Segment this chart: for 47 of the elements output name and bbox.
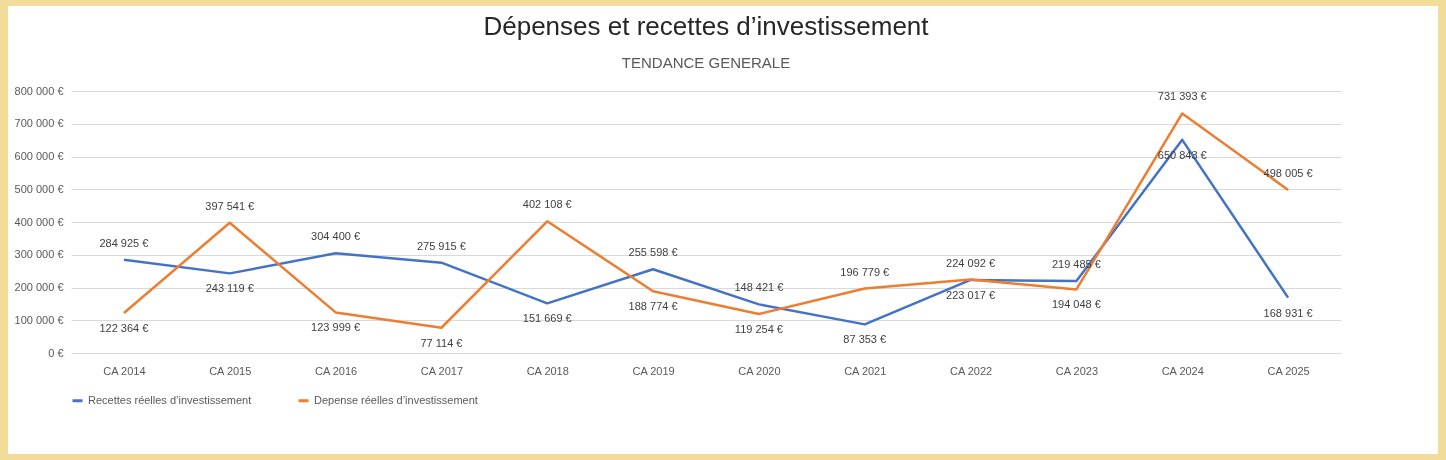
chart-title: Dépenses et recettes d’investissement	[483, 11, 930, 41]
y-tick-label: 600 000 €	[14, 150, 64, 162]
y-tick-label: 500 000 €	[14, 182, 64, 195]
data-label: 243 119 €	[205, 282, 254, 295]
x-tick-label: CA 2014	[103, 364, 146, 377]
y-tick-label: 700 000 €	[14, 117, 64, 130]
data-label: 255 598 €	[628, 246, 678, 259]
x-tick-label: CA 2022	[949, 364, 993, 377]
chart-subtitle: TENDANCE GENERALE	[621, 54, 791, 71]
x-tick-label: CA 2025	[1267, 364, 1310, 377]
x-tick-label: CA 2020	[738, 364, 781, 377]
data-label: 223 017 €	[946, 288, 996, 301]
y-tick-label: 0 €	[48, 346, 64, 359]
data-label: 304 400 €	[311, 230, 361, 243]
data-label: 498 005 €	[1263, 166, 1313, 179]
x-tick-label: CA 2021	[844, 364, 887, 377]
data-label: 275 915 €	[416, 239, 466, 252]
x-tick-label: CA 2023	[1055, 364, 1099, 377]
x-tick-label: CA 2024	[1161, 364, 1204, 377]
x-tick-label: CA 2018	[526, 364, 569, 377]
data-label: 87 353 €	[843, 333, 887, 346]
y-tick-label: 400 000 €	[14, 215, 64, 228]
data-label: 402 108 €	[522, 198, 572, 211]
x-tick-label: CA 2015	[209, 364, 252, 377]
data-label: 397 541 €	[205, 199, 255, 212]
y-tick-label: 100 000 €	[14, 313, 64, 326]
data-label: 77 114 €	[420, 336, 463, 349]
data-label: 224 092 €	[946, 256, 996, 269]
data-label: 284 925 €	[99, 236, 149, 249]
legend-label: Depense réelles d’investissement	[314, 393, 478, 406]
data-label: 119 254 €	[734, 322, 783, 335]
y-tick-label: 800 000 €	[14, 84, 64, 97]
data-label: 151 669 €	[522, 312, 572, 325]
data-label: 148 421 €	[734, 281, 784, 294]
data-label: 123 999 €	[311, 321, 361, 334]
data-label: 122 364 €	[99, 321, 149, 334]
data-label: 196 779 €	[840, 265, 890, 278]
x-tick-label: CA 2019	[632, 364, 675, 377]
legend-label: Recettes réelles d’investissement	[88, 393, 252, 406]
y-tick-label: 200 000 €	[14, 281, 64, 293]
x-tick-label: CA 2017	[420, 364, 464, 377]
data-label: 731 393 €	[1157, 90, 1207, 103]
y-tick-label: 300 000 €	[14, 248, 64, 261]
x-tick-label: CA 2016	[314, 364, 358, 377]
data-label: 194 048 €	[1051, 298, 1101, 311]
data-label: 188 774 €	[628, 300, 678, 313]
data-label: 168 931 €	[1263, 306, 1313, 319]
